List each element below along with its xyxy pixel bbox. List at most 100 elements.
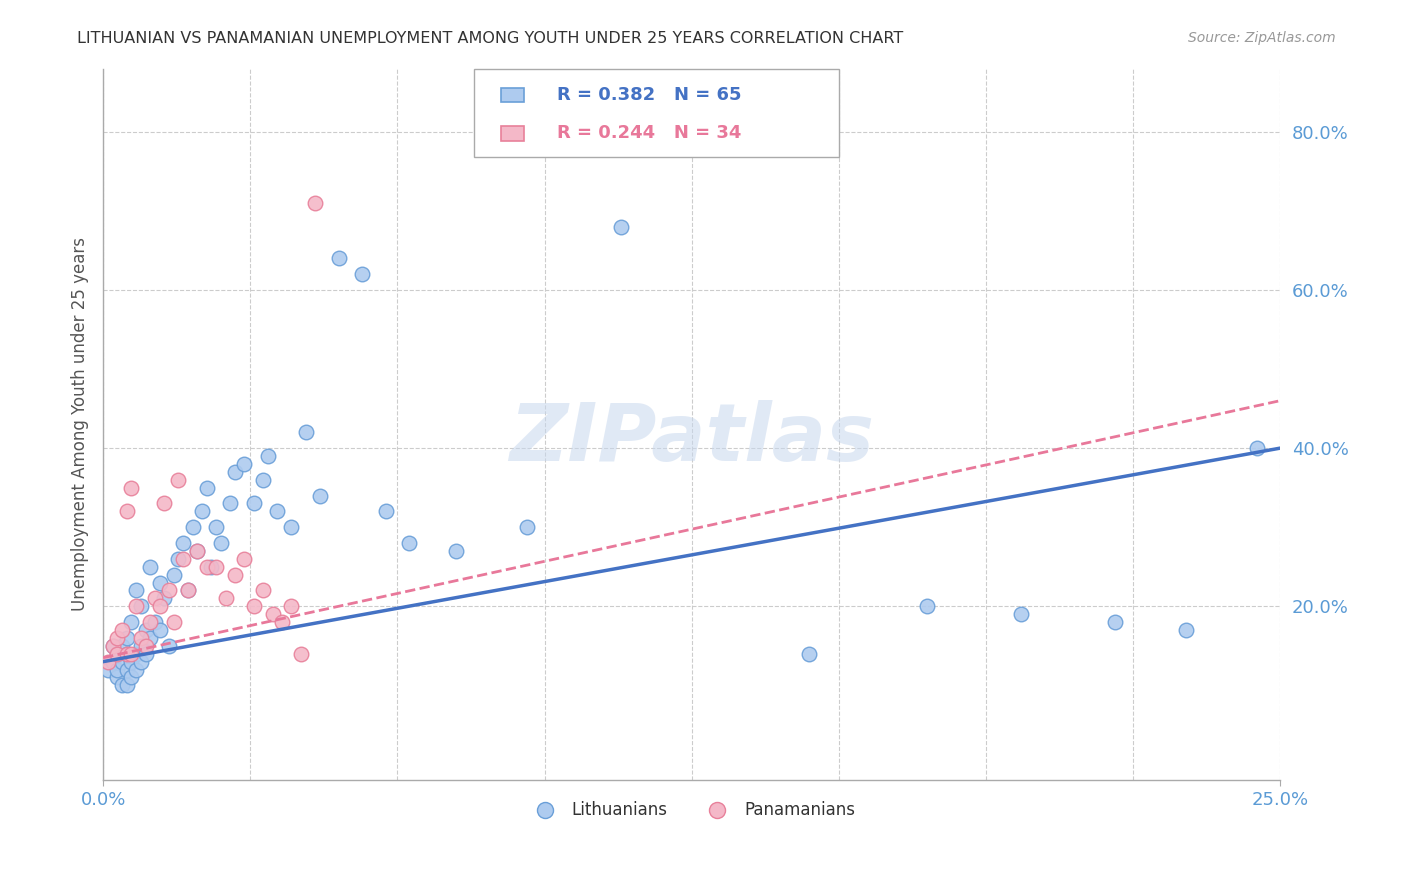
Point	[224, 567, 246, 582]
Point	[143, 615, 166, 629]
Point	[120, 655, 142, 669]
Bar	[501, 127, 524, 141]
Point	[111, 678, 134, 692]
Point	[195, 559, 218, 574]
Point	[111, 639, 134, 653]
Point	[139, 631, 162, 645]
Point	[115, 663, 138, 677]
Point	[111, 655, 134, 669]
Point	[209, 536, 232, 550]
Point	[125, 583, 148, 598]
Point	[799, 647, 821, 661]
Point	[115, 504, 138, 518]
Point	[352, 267, 374, 281]
Point	[243, 599, 266, 614]
Point	[139, 559, 162, 574]
Point	[1010, 607, 1032, 622]
Point	[915, 599, 938, 614]
Point	[177, 583, 200, 598]
Legend: Lithuanians, Panamanians: Lithuanians, Panamanians	[522, 794, 862, 825]
Point	[172, 536, 194, 550]
Point	[120, 615, 142, 629]
Text: LITHUANIAN VS PANAMANIAN UNEMPLOYMENT AMONG YOUTH UNDER 25 YEARS CORRELATION CHA: LITHUANIAN VS PANAMANIAN UNEMPLOYMENT AM…	[77, 31, 904, 46]
Point	[172, 552, 194, 566]
Point	[167, 473, 190, 487]
Point	[153, 496, 176, 510]
Point	[120, 481, 142, 495]
Point	[101, 655, 124, 669]
Point	[149, 599, 172, 614]
Point	[111, 623, 134, 637]
Text: ZIPatlas: ZIPatlas	[509, 400, 875, 477]
Point	[252, 473, 274, 487]
Point	[101, 639, 124, 653]
Point	[233, 552, 256, 566]
Point	[181, 520, 204, 534]
Point	[149, 575, 172, 590]
Point	[224, 465, 246, 479]
Point	[115, 678, 138, 692]
Point	[308, 489, 330, 503]
Point	[105, 647, 128, 661]
Point	[290, 647, 312, 661]
Point	[328, 252, 350, 266]
Point	[257, 449, 280, 463]
Text: Source: ZipAtlas.com: Source: ZipAtlas.com	[1188, 31, 1336, 45]
Point	[134, 623, 156, 637]
Point	[157, 639, 180, 653]
Point	[280, 520, 302, 534]
Point	[444, 544, 467, 558]
Point	[280, 599, 302, 614]
Point	[149, 623, 172, 637]
Point	[163, 615, 186, 629]
Point	[115, 647, 138, 661]
Point	[125, 599, 148, 614]
Point	[105, 647, 128, 661]
Point	[120, 647, 142, 661]
Point	[205, 559, 228, 574]
Point	[105, 671, 128, 685]
Point	[139, 615, 162, 629]
Point	[163, 567, 186, 582]
Point	[271, 615, 294, 629]
Point	[120, 671, 142, 685]
Point	[125, 647, 148, 661]
Point	[1246, 441, 1268, 455]
Point	[304, 196, 326, 211]
Text: R = 0.244   N = 34: R = 0.244 N = 34	[557, 125, 742, 143]
Point	[186, 544, 208, 558]
Point	[153, 591, 176, 606]
Point	[115, 631, 138, 645]
Point	[134, 639, 156, 653]
Point	[219, 496, 242, 510]
Point	[266, 504, 288, 518]
Point	[129, 655, 152, 669]
Point	[143, 591, 166, 606]
Point	[129, 631, 152, 645]
Point	[516, 520, 538, 534]
Point	[1104, 615, 1126, 629]
Text: R = 0.382   N = 65: R = 0.382 N = 65	[557, 86, 742, 104]
Point	[398, 536, 420, 550]
Point	[105, 631, 128, 645]
Point	[105, 663, 128, 677]
Point	[610, 219, 633, 234]
Point	[97, 663, 120, 677]
Point	[233, 457, 256, 471]
Point	[214, 591, 236, 606]
Y-axis label: Unemployment Among Youth under 25 years: Unemployment Among Youth under 25 years	[72, 237, 89, 611]
Point	[195, 481, 218, 495]
Point	[200, 559, 222, 574]
Point	[125, 663, 148, 677]
Point	[129, 599, 152, 614]
Point	[167, 552, 190, 566]
Bar	[501, 88, 524, 102]
Point	[97, 655, 120, 669]
Point	[191, 504, 214, 518]
Point	[115, 647, 138, 661]
Point	[157, 583, 180, 598]
Point	[134, 647, 156, 661]
Point	[205, 520, 228, 534]
Point	[262, 607, 284, 622]
Point	[129, 639, 152, 653]
